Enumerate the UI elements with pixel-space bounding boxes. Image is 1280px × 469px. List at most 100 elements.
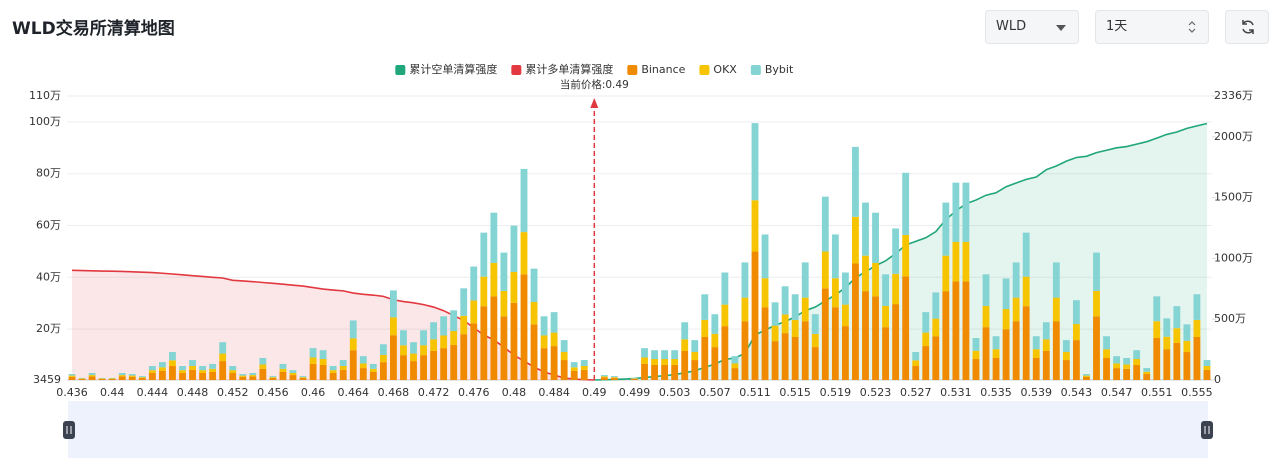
- bar: [239, 374, 247, 376]
- bar: [249, 373, 257, 376]
- legend-label: 累计空单清算强度: [409, 62, 497, 76]
- bar: [68, 375, 76, 377]
- bar: [701, 337, 709, 380]
- bar: [199, 366, 207, 371]
- bar: [691, 352, 699, 361]
- bar: [791, 337, 799, 380]
- bar: [741, 297, 749, 322]
- bar: [1052, 297, 1060, 322]
- bar: [259, 368, 267, 380]
- bar: [319, 364, 327, 380]
- symbol-select[interactable]: WLD: [985, 10, 1079, 44]
- bar: [1163, 336, 1171, 350]
- bar: [761, 234, 769, 279]
- bar: [932, 292, 940, 319]
- y-tick-label: 100万: [29, 115, 61, 128]
- bar: [610, 377, 618, 380]
- bar: [731, 363, 739, 369]
- bar: [600, 377, 608, 380]
- bar: [580, 366, 588, 370]
- bar: [872, 262, 879, 297]
- bar: [289, 375, 297, 380]
- x-tick-label: 0.543: [1061, 386, 1093, 399]
- bar: [339, 366, 347, 370]
- bar: [942, 202, 950, 256]
- bar: [731, 356, 739, 364]
- zoom-slider[interactable]: [68, 401, 1208, 458]
- bar: [359, 363, 367, 369]
- bar: [209, 363, 217, 369]
- bar: [1072, 300, 1080, 325]
- bar: [299, 377, 307, 378]
- bar: [339, 360, 347, 367]
- bar: [932, 318, 940, 337]
- bar: [761, 307, 769, 380]
- bar: [520, 232, 528, 275]
- bar: [359, 368, 367, 380]
- period-select[interactable]: 1天: [1095, 10, 1209, 44]
- x-tick-label: 0.499: [619, 386, 651, 399]
- bar: [691, 360, 699, 380]
- bar: [821, 288, 829, 380]
- bar: [179, 370, 186, 374]
- bar: [169, 360, 176, 367]
- bar: [480, 232, 488, 277]
- bar: [279, 363, 287, 369]
- bar: [510, 271, 518, 303]
- bar: [209, 371, 217, 380]
- bar: [1163, 318, 1171, 337]
- symbol-value: WLD: [996, 19, 1027, 34]
- bar: [440, 335, 448, 349]
- bar: [1133, 350, 1141, 360]
- bar: [410, 361, 417, 380]
- zoom-handle-left[interactable]: [63, 421, 75, 439]
- bar: [390, 335, 397, 380]
- bar: [400, 345, 407, 356]
- bar: [570, 367, 578, 371]
- y2-tick-label: 0: [1214, 373, 1221, 386]
- x-tick-label: 0.547: [1101, 386, 1133, 399]
- y-tick-label: 40万: [36, 270, 61, 283]
- x-tick-label: 0.511: [739, 386, 771, 399]
- x-tick-label: 0.507: [699, 386, 731, 399]
- refresh-button[interactable]: [1225, 10, 1269, 44]
- bar: [962, 281, 970, 380]
- bar: [1163, 349, 1171, 380]
- bar: [470, 323, 478, 380]
- bar: [510, 302, 518, 380]
- bar: [1093, 252, 1100, 291]
- zoom-handle-right[interactable]: [1201, 421, 1213, 439]
- bar: [922, 346, 930, 380]
- bar: [661, 350, 669, 360]
- bar: [1012, 297, 1020, 322]
- x-tick-label: 0.436: [56, 386, 88, 399]
- bar: [1183, 324, 1191, 341]
- bar: [721, 326, 729, 380]
- bar: [1002, 309, 1010, 330]
- y-tick-label: 3459: [33, 373, 61, 386]
- bar: [731, 368, 739, 380]
- bar: [359, 356, 367, 364]
- bar: [852, 216, 859, 264]
- bar: [88, 373, 96, 376]
- x-tick-label: 0.519: [820, 386, 852, 399]
- bar: [952, 281, 960, 380]
- bar: [892, 304, 900, 380]
- bar: [179, 366, 186, 371]
- bar: [269, 377, 277, 378]
- refresh-icon: [1242, 20, 1254, 34]
- bar: [1123, 364, 1131, 369]
- bar: [68, 376, 76, 380]
- bar: [68, 374, 76, 376]
- bar: [540, 335, 548, 349]
- bar: [1123, 368, 1131, 380]
- bar: [138, 377, 146, 378]
- bar: [1183, 352, 1191, 380]
- bar: [671, 350, 679, 360]
- x-tick-label: 0.535: [980, 386, 1012, 399]
- bar: [641, 363, 648, 380]
- y2-tick-label: 2336万: [1214, 89, 1253, 102]
- bar: [329, 366, 337, 371]
- x-tick-label: 0.555: [1181, 386, 1213, 399]
- bar: [841, 304, 849, 327]
